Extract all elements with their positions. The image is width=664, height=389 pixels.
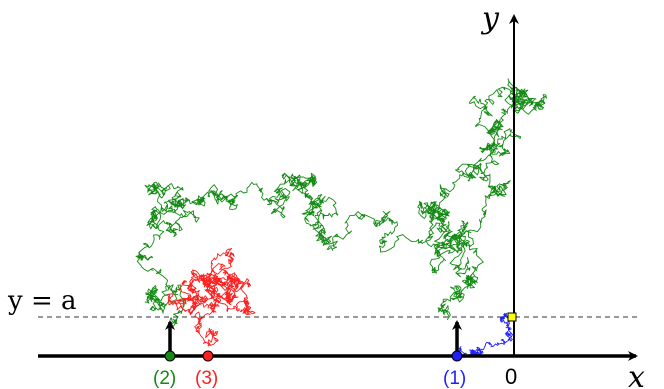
marker-label-2: (2) (153, 368, 176, 389)
start-point-3 (202, 350, 214, 362)
start-point-2 (164, 350, 176, 362)
target-point (507, 312, 517, 322)
start-point-1 (451, 350, 463, 362)
x-axis-label: x (628, 360, 645, 389)
walk-green-trace (135, 78, 547, 329)
marker-label-1: (1) (443, 368, 466, 389)
level-line-label: y = a (7, 286, 77, 316)
random-walk-path-3 (166, 248, 256, 347)
marker-label-3: (3) (195, 368, 218, 389)
walk-red-trace (166, 248, 256, 347)
walk-blue-trace (456, 312, 513, 357)
y-axis-label: y (480, 1, 500, 36)
random-walk-path-1 (456, 312, 513, 357)
random-walk-path-2 (135, 78, 547, 329)
origin-label: 0 (505, 364, 517, 389)
